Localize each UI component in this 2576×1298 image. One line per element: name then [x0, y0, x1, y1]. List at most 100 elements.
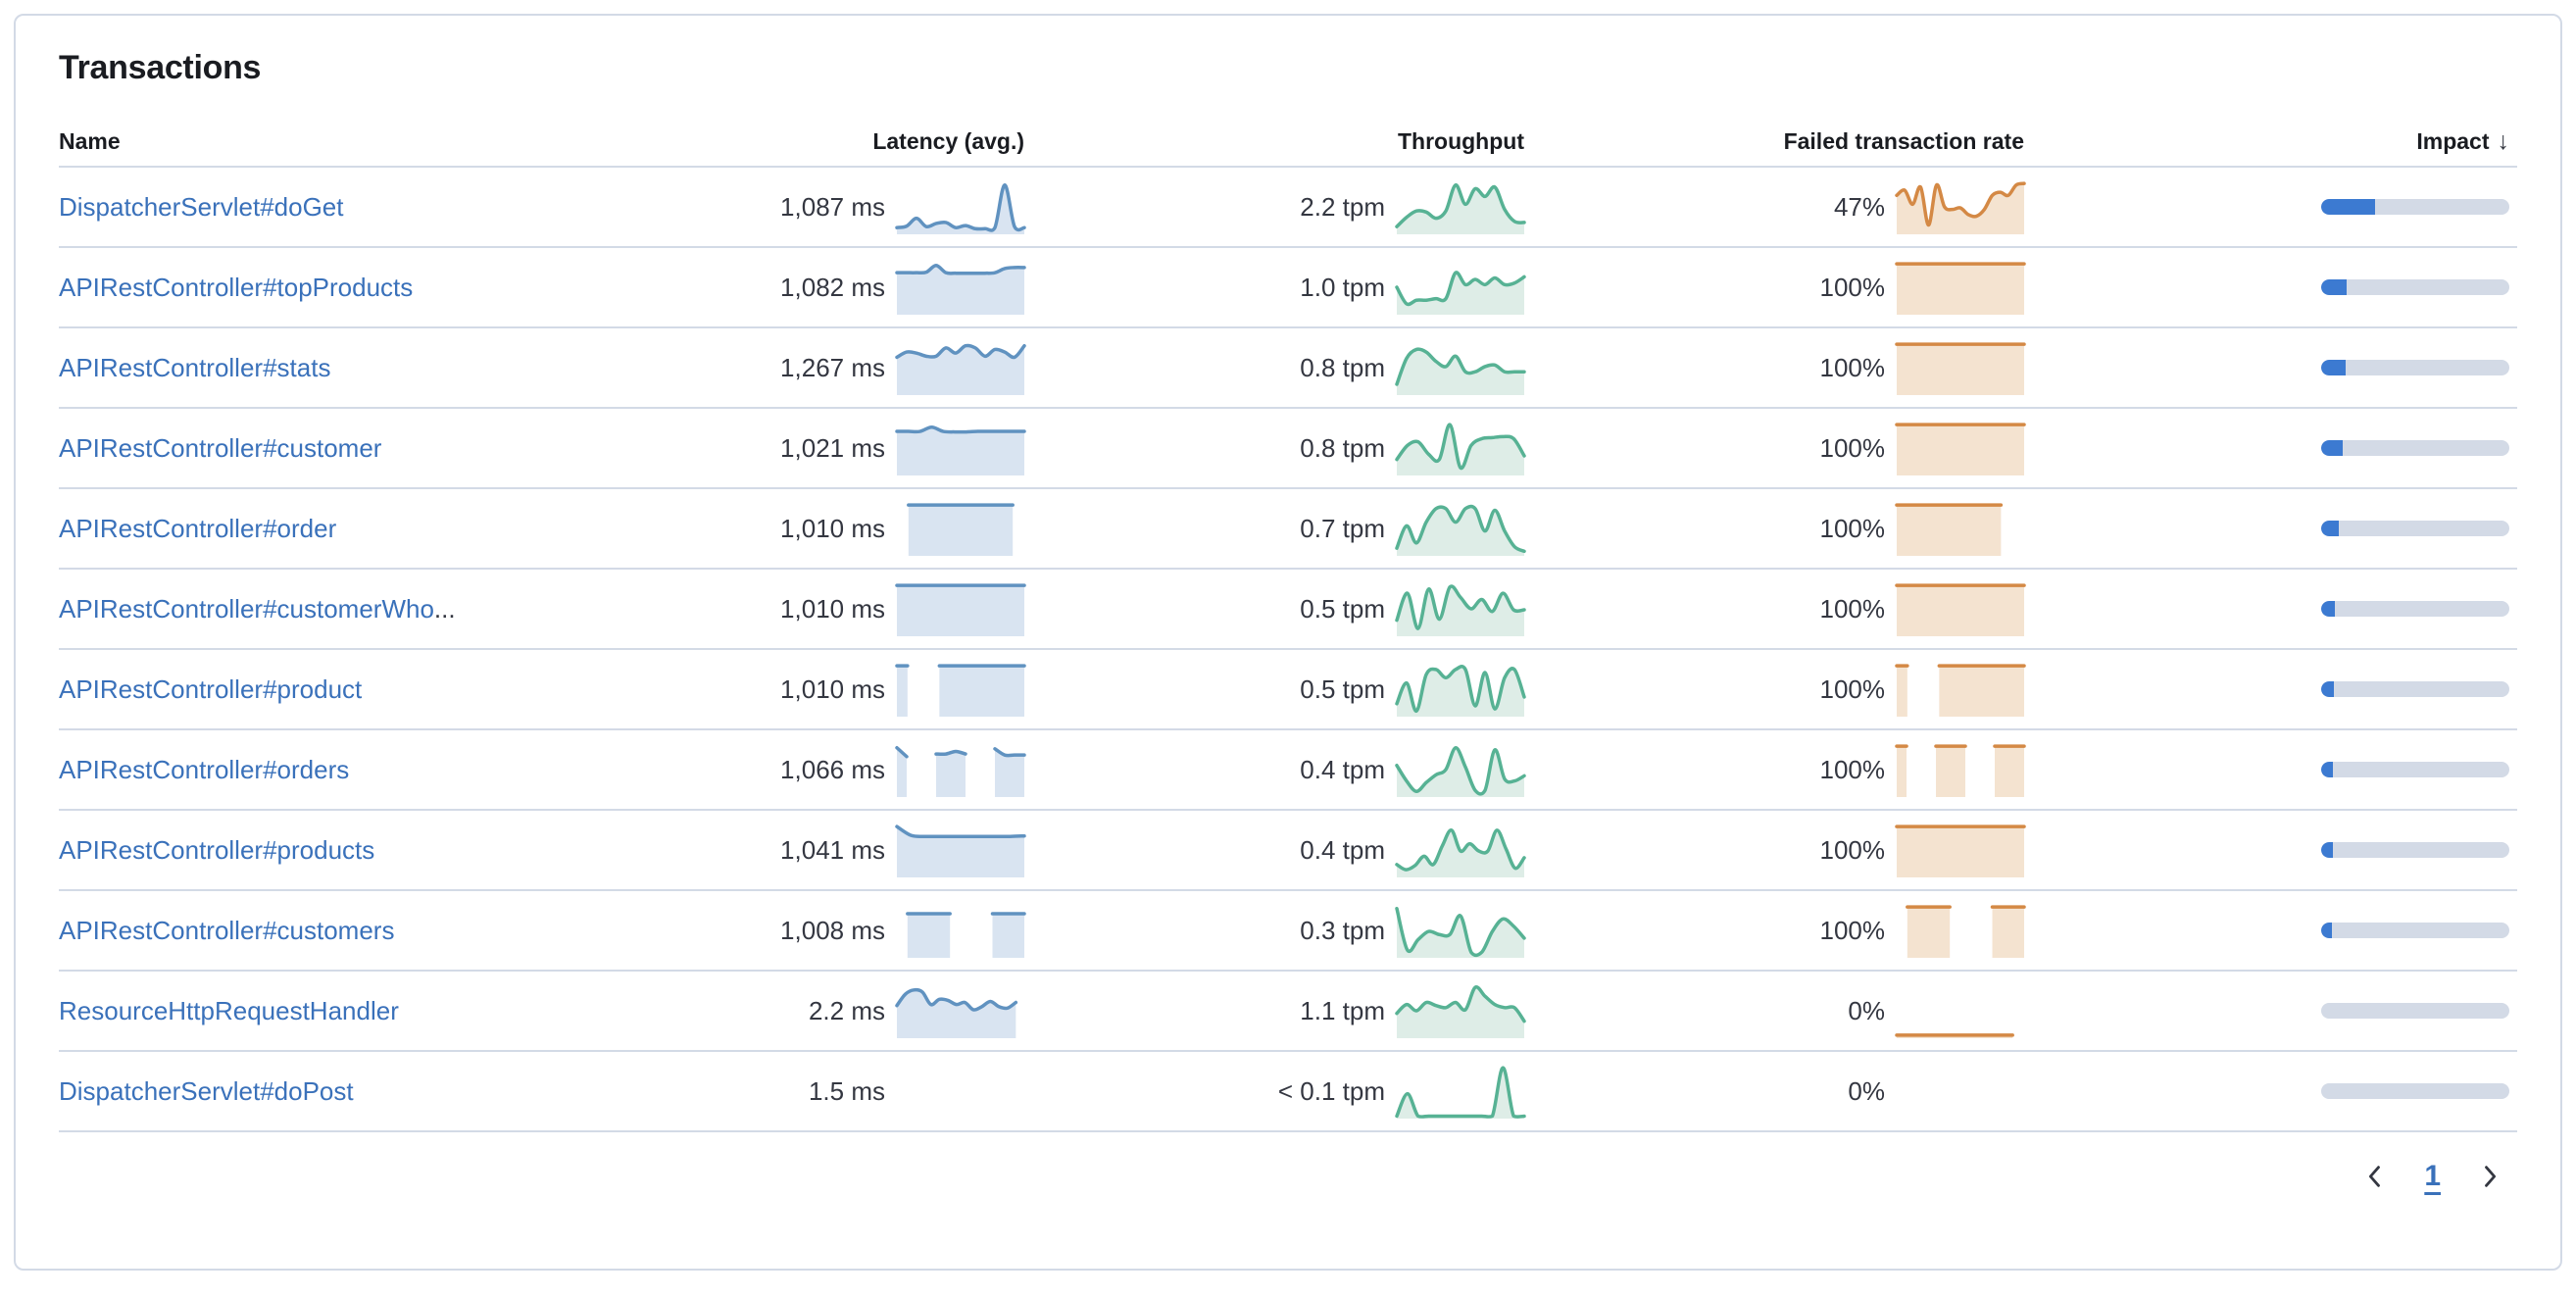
failed-rate-sparkline — [1895, 421, 2026, 475]
failed-rate-value: 47% — [1833, 191, 1885, 222]
impact-bar-fill — [2321, 842, 2333, 858]
throughput-sparkline — [1395, 983, 1526, 1038]
column-header-name[interactable]: Name — [59, 127, 121, 154]
transaction-name-link[interactable]: APIRestController#customer — [59, 432, 382, 463]
table-row: APIRestController#customers 1,008 ms 0.3… — [59, 891, 2517, 972]
transaction-name-link[interactable]: APIRestController#stats — [59, 352, 331, 382]
impact-bar — [2321, 521, 2509, 536]
impact-bar — [2321, 440, 2509, 456]
failed-rate-sparkline — [1897, 903, 2026, 958]
failed-rate-value: 100% — [1819, 593, 1886, 624]
impact-bar — [2321, 842, 2509, 858]
transaction-name-link[interactable]: APIRestController#orders — [59, 754, 350, 784]
failed-rate-value: 100% — [1819, 915, 1886, 945]
latency-sparkline — [895, 662, 1026, 717]
latency-sparkline — [897, 1064, 1024, 1119]
latency-value: 1,066 ms — [780, 754, 885, 784]
table-row: DispatcherServlet#doPost 1.5 ms < 0.1 tp… — [59, 1052, 2517, 1132]
latency-sparkline — [895, 983, 1024, 1038]
throughput-sparkline — [1395, 340, 1526, 395]
impact-bar-fill — [2321, 279, 2347, 295]
failed-rate-sparkline — [1895, 260, 2026, 315]
transaction-name-link[interactable]: APIRestController#customers — [59, 915, 395, 945]
failed-rate-value: 0% — [1848, 1075, 1885, 1106]
transaction-name-link[interactable]: DispatcherServlet#doPost — [59, 1075, 354, 1106]
throughput-value: 0.8 tpm — [1300, 432, 1385, 463]
table-row: APIRestController#orders 1,066 ms 0.4 tp… — [59, 730, 2517, 811]
throughput-sparkline — [1395, 421, 1526, 475]
impact-bar — [2321, 279, 2509, 295]
column-header-latency[interactable]: Latency (avg.) — [872, 127, 1024, 154]
failed-rate-sparkline — [1895, 501, 2024, 556]
failed-rate-value: 100% — [1819, 834, 1886, 865]
failed-rate-sparkline — [1895, 983, 2024, 1038]
failed-rate-sparkline — [1895, 742, 2026, 797]
latency-value: 1,041 ms — [780, 834, 885, 865]
column-header-failed-rate[interactable]: Failed transaction rate — [1783, 127, 2024, 154]
failed-rate-value: 100% — [1819, 513, 1886, 543]
page-number-current[interactable]: 1 — [2424, 1160, 2441, 1192]
throughput-value: 0.7 tpm — [1300, 513, 1385, 543]
transaction-name-link[interactable]: APIRestController#customerWho... — [59, 593, 456, 624]
throughput-value: 2.2 tpm — [1300, 191, 1385, 222]
table-row: APIRestController#products 1,041 ms 0.4 … — [59, 811, 2517, 891]
impact-bar — [2321, 681, 2509, 697]
latency-value: 1,008 ms — [780, 915, 885, 945]
column-header-throughput[interactable]: Throughput — [1397, 127, 1524, 154]
failed-rate-sparkline — [1895, 340, 2026, 395]
table-row: DispatcherServlet#doGet 1,087 ms 2.2 tpm… — [59, 168, 2517, 248]
transaction-name-link[interactable]: APIRestController#order — [59, 513, 337, 543]
throughput-value: 1.0 tpm — [1300, 272, 1385, 302]
impact-bar — [2321, 1003, 2509, 1019]
impact-bar — [2321, 762, 2509, 777]
chevron-left-icon — [2361, 1163, 2389, 1190]
failed-rate-value: 100% — [1819, 674, 1886, 704]
impact-bar-fill — [2321, 681, 2335, 697]
table-row: APIRestController#customerWho... 1,010 m… — [59, 570, 2517, 650]
column-header-impact[interactable]: Impact ↓ — [2024, 127, 2517, 156]
failed-rate-sparkline — [1895, 581, 2026, 636]
impact-header-label: Impact — [2416, 127, 2490, 154]
throughput-sparkline — [1395, 179, 1526, 234]
latency-sparkline — [895, 340, 1026, 395]
panel-title: Transactions — [59, 49, 262, 86]
throughput-sparkline — [1395, 742, 1526, 797]
transaction-name-link[interactable]: APIRestController#products — [59, 834, 375, 865]
transaction-name-link[interactable]: DispatcherServlet#doGet — [59, 191, 344, 222]
latency-value: 1,010 ms — [780, 674, 885, 704]
table-body: DispatcherServlet#doGet 1,087 ms 2.2 tpm… — [59, 168, 2517, 1132]
throughput-value: 0.5 tpm — [1300, 593, 1385, 624]
latency-value: 1,021 ms — [780, 432, 885, 463]
throughput-sparkline — [1395, 662, 1526, 717]
impact-bar-fill — [2321, 440, 2344, 456]
impact-bar — [2321, 1083, 2509, 1099]
impact-bar-fill — [2321, 521, 2340, 536]
failed-rate-sparkline — [1895, 823, 2026, 877]
table-row: APIRestController#product 1,010 ms 0.5 t… — [59, 650, 2517, 730]
latency-sparkline — [897, 903, 1026, 958]
throughput-value: < 0.1 tpm — [1277, 1075, 1385, 1106]
transaction-name-link[interactable]: APIRestController#product — [59, 674, 363, 704]
throughput-sparkline — [1395, 260, 1526, 315]
throughput-value: 0.4 tpm — [1300, 754, 1385, 784]
sort-descending-icon: ↓ — [2497, 126, 2510, 155]
throughput-sparkline — [1395, 903, 1526, 958]
failed-rate-sparkline — [1897, 1064, 2024, 1119]
impact-bar-fill — [2321, 199, 2375, 215]
impact-bar-fill — [2321, 601, 2336, 617]
impact-bar — [2321, 199, 2509, 215]
throughput-sparkline — [1395, 1064, 1526, 1119]
impact-bar — [2321, 923, 2509, 938]
latency-sparkline — [895, 823, 1026, 877]
failed-rate-value: 100% — [1819, 432, 1886, 463]
next-page-button[interactable] — [2476, 1163, 2503, 1190]
latency-value: 1,082 ms — [780, 272, 885, 302]
table-row: APIRestController#order 1,010 ms 0.7 tpm… — [59, 489, 2517, 570]
chevron-right-icon — [2476, 1163, 2503, 1190]
pagination: 1 — [59, 1160, 2517, 1193]
previous-page-button[interactable] — [2361, 1163, 2389, 1190]
latency-sparkline — [895, 742, 1026, 797]
transaction-name-link[interactable]: APIRestController#topProducts — [59, 272, 414, 302]
transaction-name-link[interactable]: ResourceHttpRequestHandler — [59, 995, 399, 1025]
latency-value: 1,267 ms — [780, 352, 885, 382]
